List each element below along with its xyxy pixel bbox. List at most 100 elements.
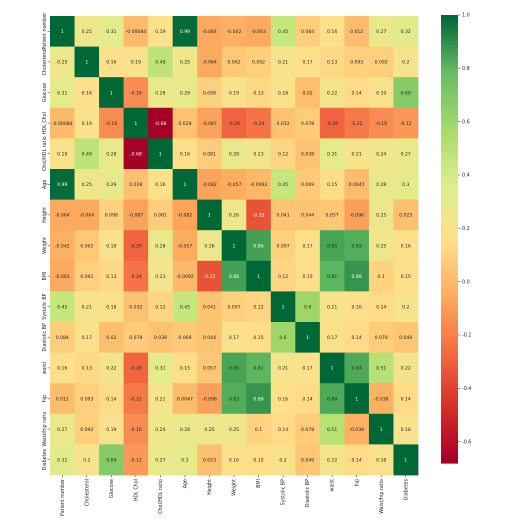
heatmap-cell [172,291,198,323]
cell-value-label: -0.16 [105,121,117,127]
heatmap-cell [270,322,296,353]
heatmap-cell [393,291,419,323]
heatmap-cell [368,444,394,476]
heatmap-cell [221,322,247,353]
row-label: Systolic BP [42,293,48,319]
cell-value-label: 0.32 [57,458,67,464]
heatmap-cell [74,444,100,476]
heatmap-cell [197,77,223,109]
heatmap-cell [123,352,149,384]
cell-value-label: 0.069 [301,182,314,188]
cell-value-label: 0.17 [302,366,312,372]
colorbar-segment [441,358,458,363]
heatmap-cell [319,107,345,139]
cell-value-label: 0.22 [327,458,337,464]
heatmap-cell [99,383,124,415]
colorbar-segment [441,339,458,345]
colorbar-segment [441,436,458,442]
heatmap-cell [74,352,100,384]
colorbar-segment [441,384,458,389]
column-label: hip [354,479,360,486]
cell-value-label: 0.023 [399,213,412,219]
heatmap-cell [246,77,272,109]
cell-value-label: 0.23 [253,152,263,158]
heatmap-cell [319,322,345,353]
cell-value-label: 0.02 [302,90,312,96]
heatmap-cell [74,413,100,445]
cell-value-label: 0.069 [178,335,191,341]
colorbar-segment [441,224,458,229]
heatmap-cell [123,138,149,170]
heatmap-cell [50,138,75,170]
heatmap-cell [246,138,272,170]
heatmap-cell [368,138,394,170]
colorbar-segment [441,272,458,277]
colorbar-segment [441,153,458,158]
cell-value-label: -0.29 [130,243,142,249]
heatmap-cell [319,352,345,384]
cell-value-label: 0.2 [402,60,409,66]
heatmap-cell [50,260,75,292]
heatmap-cell [172,383,198,415]
cell-value-label: -0.12 [130,458,142,464]
colorbar-segment [441,41,458,46]
colorbar-segment [441,194,458,199]
heatmap-cell [319,260,345,292]
heatmap-cell [319,413,345,445]
row-label: BMI [42,272,48,281]
cell-value-label: -0.038 [349,427,364,433]
column-label: Diastolic BP [305,479,311,507]
colorbar-segment [441,380,458,386]
cell-value-label: -0.057 [178,243,193,249]
colorbar-segment [441,171,458,177]
heatmap-cell [221,77,247,109]
cell-value-label: 0.45 [278,29,288,35]
colorbar-segment [441,71,458,76]
heatmap-cell [393,260,419,292]
colorbar-segment [441,332,458,337]
cell-value-label: -0.12 [400,121,412,127]
colorbar-segment [441,459,458,464]
colorbar-segment [441,82,458,87]
colorbar-segment [441,403,458,408]
cell-value-label: 0.25 [229,427,239,433]
colorbar-segment [441,354,458,360]
heatmap-cell [393,444,419,476]
colorbar-segment [441,145,458,150]
cell-value-label: 0.83 [229,396,239,402]
cell-value-label: 0.83 [352,243,362,249]
colorbar-segment [441,104,458,109]
colorbar-segment [441,455,458,460]
cell-value-label: -0.064 [79,213,94,219]
heatmap-cell [74,199,100,231]
column-label: Systolic BP [281,479,287,505]
heatmap-cell [295,383,321,415]
cell-value-label: -0.082 [202,182,217,188]
cell-value-label: 0.041 [203,305,216,311]
cell-value-label: -0.22 [130,396,142,402]
cell-value-label: 0.21 [278,366,288,372]
colorbar-segment [441,186,458,192]
cell-value-label: 0.078 [375,335,388,341]
cell-value-label: 0.16 [327,29,337,35]
colorbar-segment [441,388,458,393]
cell-value-label: -0.16 [130,90,142,96]
cell-value-label: -0.057 [227,182,242,188]
heatmap-cell [295,352,321,384]
column-label: Patient number [60,479,66,516]
colorbar-segment [441,197,458,203]
cell-value-label: 0.15 [180,366,190,372]
colorbar-segment [441,29,458,35]
heatmap-cell [74,260,100,292]
colorbar-segment [441,33,458,38]
cell-value-label: -0.35 [253,213,265,219]
colorbar-segment [441,97,458,102]
colorbar-segment [441,429,458,434]
heatmap-cell [221,107,247,139]
heatmap-cell [123,107,149,139]
heatmap-cell [172,444,198,476]
cell-value-label: 0.22 [401,366,411,372]
cell-value-label: 0.69 [401,90,411,96]
colorbar-segment [441,119,458,124]
colorbar-segment [441,313,458,318]
